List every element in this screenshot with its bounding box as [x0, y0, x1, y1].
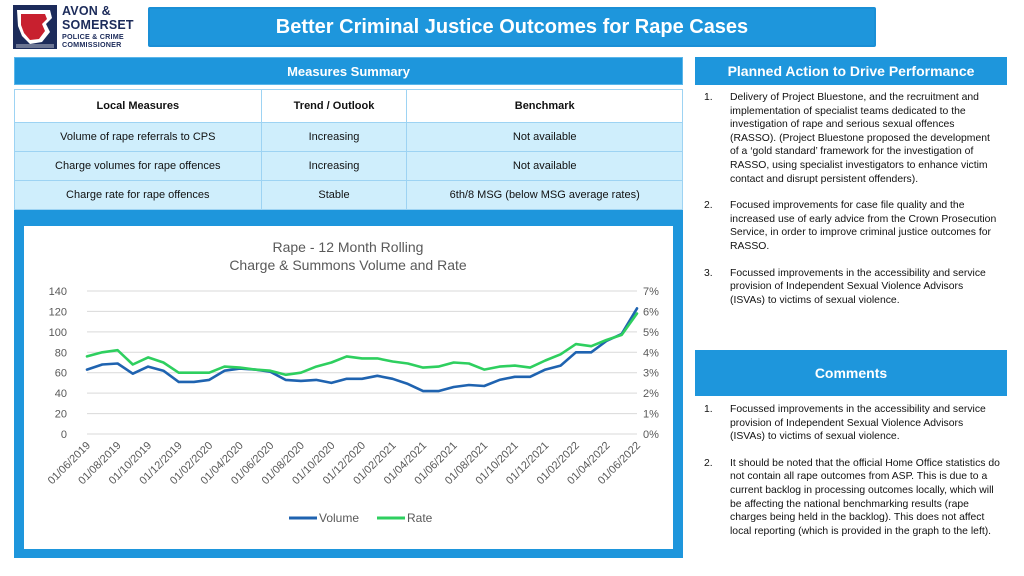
table-row: Volume of rape referrals to CPS Increasi… — [14, 122, 683, 152]
y-right-tick-label: 0% — [643, 429, 659, 441]
list-item: 1. Focussed improvements in the accessib… — [700, 403, 1000, 444]
planned-action-list: 1. Delivery of Project Bluestone, and th… — [700, 91, 1000, 320]
y-left-tick-label: 20 — [55, 409, 67, 421]
list-item-text: Focused improvements for case file quali… — [730, 200, 997, 252]
volume-rate-line-chart: Rape - 12 Month Rolling Charge & Summons … — [46, 239, 659, 525]
table-header-row: Local Measures Trend / Outlook Benchmark — [14, 89, 683, 123]
y-right-tick-label: 1% — [643, 409, 659, 421]
logo-line-3: POLICE & CRIME — [62, 32, 124, 41]
y-left-tick-label: 140 — [49, 286, 67, 298]
measures-summary-header: Measures Summary — [14, 57, 683, 85]
y-left-tick-label: 80 — [55, 347, 67, 359]
list-item-number: 3. — [704, 267, 713, 279]
chart-panel: Rape - 12 Month Rolling Charge & Summons … — [14, 210, 683, 558]
table-cell: 6th/8 MSG (below MSG average rates) — [406, 180, 683, 210]
y-right-tick-label: 5% — [643, 327, 659, 339]
logo-line-2: SOMERSET — [62, 17, 134, 32]
legend-label-volume: Volume — [319, 511, 359, 525]
chart-title-line-2: Charge & Summons Volume and Rate — [229, 257, 467, 273]
comments-header: Comments — [695, 350, 1007, 396]
y-left-tick-label: 120 — [49, 306, 67, 318]
table-cell: Stable — [260, 180, 408, 210]
y-left-tick-label: 40 — [55, 388, 67, 400]
chart-title-line-1: Rape - 12 Month Rolling — [273, 239, 424, 255]
y-left-tick-label: 0 — [61, 429, 67, 441]
table-cell: Not available — [406, 151, 683, 181]
table-row: Charge volumes for rape offences Increas… — [14, 151, 683, 181]
table-cell: Increasing — [260, 122, 408, 152]
series-line-rate — [85, 312, 639, 377]
list-item: 3. Focussed improvements in the accessib… — [700, 267, 1000, 308]
logo-shield-icon — [13, 5, 57, 49]
logo-line-4: COMMISSIONER — [62, 40, 122, 50]
list-item: 2. Focused improvements for case file qu… — [700, 199, 1000, 253]
table-cell: Charge rate for rape offences — [14, 180, 262, 210]
chart-area: Rape - 12 Month Rolling Charge & Summons … — [24, 226, 673, 549]
logo-line-1: AVON & — [62, 4, 111, 18]
list-item: 1. Delivery of Project Bluestone, and th… — [700, 91, 1000, 186]
y-right-tick-label: 4% — [643, 347, 659, 359]
comments-list: 1. Focussed improvements in the accessib… — [700, 403, 1000, 551]
table-row: Charge rate for rape offences Stable 6th… — [14, 180, 683, 210]
table-cell: Volume of rape referrals to CPS — [14, 122, 262, 152]
y-left-tick-label: 60 — [55, 368, 67, 380]
list-item-number: 2. — [704, 457, 713, 469]
y-right-tick-label: 3% — [643, 368, 659, 380]
column-header-benchmark: Benchmark — [406, 89, 683, 123]
list-item-text: Focussed improvements in the accessibili… — [730, 267, 986, 306]
list-item-text: Focussed improvements in the accessibili… — [730, 404, 986, 443]
list-item-number: 1. — [704, 404, 713, 415]
column-header-trend: Trend / Outlook — [260, 89, 408, 123]
column-header-local-measures: Local Measures — [14, 89, 262, 123]
list-item-number: 2. — [704, 200, 713, 212]
y-right-tick-label: 7% — [643, 286, 659, 298]
list-item-text: It should be noted that the official Hom… — [730, 457, 1000, 537]
list-item-text: Delivery of Project Bluestone, and the r… — [730, 92, 990, 185]
list-item: 2. It should be noted that the official … — [700, 457, 1000, 539]
pcc-logo: AVON & SOMERSET POLICE & CRIME COMMISSIO… — [12, 4, 152, 50]
list-item-number: 1. — [704, 92, 713, 103]
measures-table: Local Measures Trend / Outlook Benchmark… — [14, 89, 683, 210]
title-banner: Better Criminal Justice Outcomes for Rap… — [148, 7, 876, 47]
legend-label-rate: Rate — [407, 511, 433, 525]
table-cell: Increasing — [260, 151, 408, 181]
page-title: Better Criminal Justice Outcomes for Rap… — [275, 15, 749, 38]
y-right-tick-label: 2% — [643, 388, 659, 400]
series-line-volume — [85, 307, 639, 393]
planned-action-header: Planned Action to Drive Performance — [695, 57, 1007, 85]
table-cell: Not available — [406, 122, 683, 152]
y-right-tick-label: 6% — [643, 306, 659, 318]
y-left-tick-label: 100 — [49, 327, 67, 339]
table-cell: Charge volumes for rape offences — [14, 151, 262, 181]
